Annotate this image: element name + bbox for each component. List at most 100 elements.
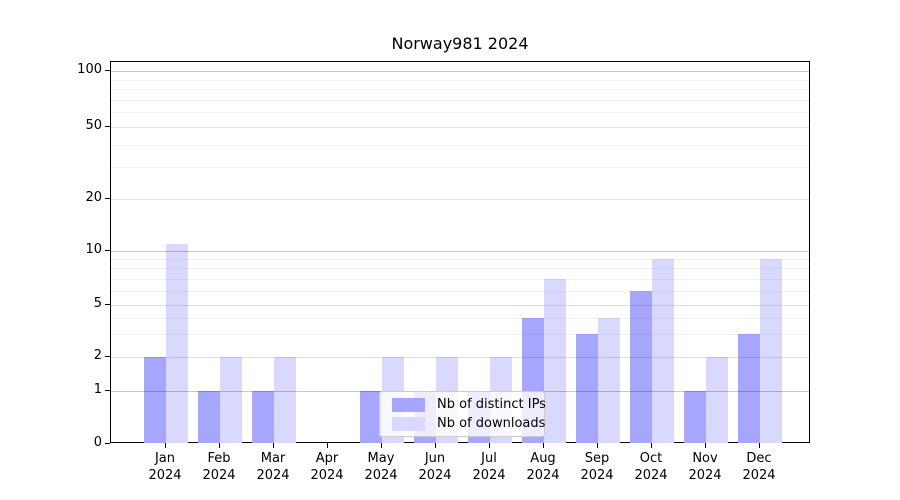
x-tick-label: Jan 2024 xyxy=(125,450,205,484)
y-tick-label: 2 xyxy=(93,348,102,363)
x-tick-label: Aug 2024 xyxy=(503,450,583,484)
bar-nb-of-distinct-ips-oct xyxy=(630,290,652,443)
x-tick-year: 2024 xyxy=(202,468,236,483)
y-axis-tick xyxy=(105,390,110,392)
x-axis-tick xyxy=(543,443,545,448)
legend-swatch xyxy=(392,416,425,431)
bar-nb-of-downloads-nov xyxy=(706,357,728,443)
y-tick-label: 100 xyxy=(77,62,102,77)
x-tick-month: Oct xyxy=(639,451,663,466)
gridline-minor xyxy=(111,268,809,270)
gridline xyxy=(111,199,809,200)
y-axis-tick xyxy=(105,198,110,200)
legend-swatch xyxy=(392,397,425,412)
bar-nb-of-downloads-dec xyxy=(760,259,782,443)
gridline-minor xyxy=(111,333,809,335)
gridline xyxy=(111,305,809,306)
plot-area xyxy=(110,61,810,443)
y-tick-label: 20 xyxy=(85,190,102,205)
bar-nb-of-distinct-ips-jan xyxy=(144,357,166,443)
x-tick-year: 2024 xyxy=(634,468,668,483)
x-axis-tick xyxy=(273,443,275,448)
x-tick-month: Aug xyxy=(530,451,556,466)
x-tick-label: Mar 2024 xyxy=(233,450,313,484)
x-tick-month: Dec xyxy=(746,451,772,466)
gridline-minor xyxy=(111,112,809,114)
x-axis-tick xyxy=(381,443,383,448)
x-tick-month: Mar xyxy=(260,451,286,466)
bar-nb-of-downloads-aug xyxy=(544,278,566,443)
y-tick-label: 0 xyxy=(93,435,102,450)
x-tick-year: 2024 xyxy=(742,468,776,483)
x-tick-label: May 2024 xyxy=(341,450,421,484)
x-tick-label: Jun 2024 xyxy=(395,450,475,484)
gridline-minor xyxy=(111,278,809,280)
x-axis-tick xyxy=(651,443,653,448)
legend-row: Nb of downloads xyxy=(392,415,546,431)
x-tick-year: 2024 xyxy=(688,468,722,483)
gridline xyxy=(111,357,809,358)
chart-title: Norway981 2024 xyxy=(391,34,529,53)
x-tick-label: Sep 2024 xyxy=(557,450,637,484)
y-tick-label: 50 xyxy=(85,118,102,133)
bar-nb-of-downloads-mar xyxy=(274,357,296,443)
x-axis-tick xyxy=(327,443,329,448)
bar-nb-of-distinct-ips-feb xyxy=(198,391,220,443)
x-tick-year: 2024 xyxy=(364,468,398,483)
x-tick-label: Feb 2024 xyxy=(179,450,259,484)
x-tick-label: Oct 2024 xyxy=(611,450,691,484)
x-tick-year: 2024 xyxy=(148,468,182,483)
legend-label: Nb of distinct IPs xyxy=(437,396,546,412)
x-axis-tick xyxy=(597,443,599,448)
gridline-minor xyxy=(111,89,809,91)
x-tick-year: 2024 xyxy=(418,468,452,483)
bar-nb-of-distinct-ips-dec xyxy=(738,333,760,443)
x-tick-year: 2024 xyxy=(472,468,506,483)
bar-nb-of-downloads-feb xyxy=(220,357,242,443)
x-tick-year: 2024 xyxy=(310,468,344,483)
x-tick-month: Jan xyxy=(154,451,176,466)
x-tick-month: Jun xyxy=(424,451,446,466)
x-tick-month: Sep xyxy=(584,451,610,466)
x-tick-year: 2024 xyxy=(526,468,560,483)
legend-label: Nb of downloads xyxy=(437,415,546,431)
bar-nb-of-downloads-oct xyxy=(652,259,674,443)
x-axis-tick xyxy=(759,443,761,448)
gridline-minor xyxy=(111,99,809,101)
y-axis-tick xyxy=(105,304,110,306)
gridline xyxy=(111,71,809,72)
legend: Nb of distinct IPs Nb of downloads xyxy=(379,391,546,437)
y-axis-tick xyxy=(105,250,110,252)
y-tick-label: 1 xyxy=(93,382,102,397)
x-tick-month: Jul xyxy=(481,451,497,466)
bar-nb-of-distinct-ips-nov xyxy=(684,391,706,443)
x-tick-month: Nov xyxy=(692,451,718,466)
bar-nb-of-distinct-ips-sep xyxy=(576,333,598,443)
gridline xyxy=(111,251,809,252)
x-axis-tick xyxy=(165,443,167,448)
x-axis-tick xyxy=(489,443,491,448)
x-tick-label: Jul 2024 xyxy=(449,450,529,484)
bar-nb-of-downloads-jan xyxy=(166,243,188,443)
x-axis-tick xyxy=(219,443,221,448)
x-tick-label: Dec 2024 xyxy=(719,450,799,484)
gridline-minor xyxy=(111,290,809,292)
y-axis-tick xyxy=(105,126,110,128)
gridline-minor xyxy=(111,259,809,261)
x-tick-label: Nov 2024 xyxy=(665,450,745,484)
legend-row: Nb of distinct IPs xyxy=(392,396,546,412)
bar-nb-of-distinct-ips-may xyxy=(360,391,382,443)
y-axis-tick xyxy=(105,70,110,72)
bar-nb-of-downloads-sep xyxy=(598,317,620,443)
gridline-minor xyxy=(111,79,809,81)
x-axis-tick xyxy=(435,443,437,448)
x-tick-month: Feb xyxy=(207,451,231,466)
bar-nb-of-distinct-ips-mar xyxy=(252,391,274,443)
x-axis-tick xyxy=(705,443,707,448)
gridline-minor xyxy=(111,167,809,169)
x-tick-year: 2024 xyxy=(256,468,290,483)
x-tick-month: Apr xyxy=(315,451,339,466)
x-tick-label: Apr 2024 xyxy=(287,450,367,484)
gridline-minor xyxy=(111,144,809,146)
